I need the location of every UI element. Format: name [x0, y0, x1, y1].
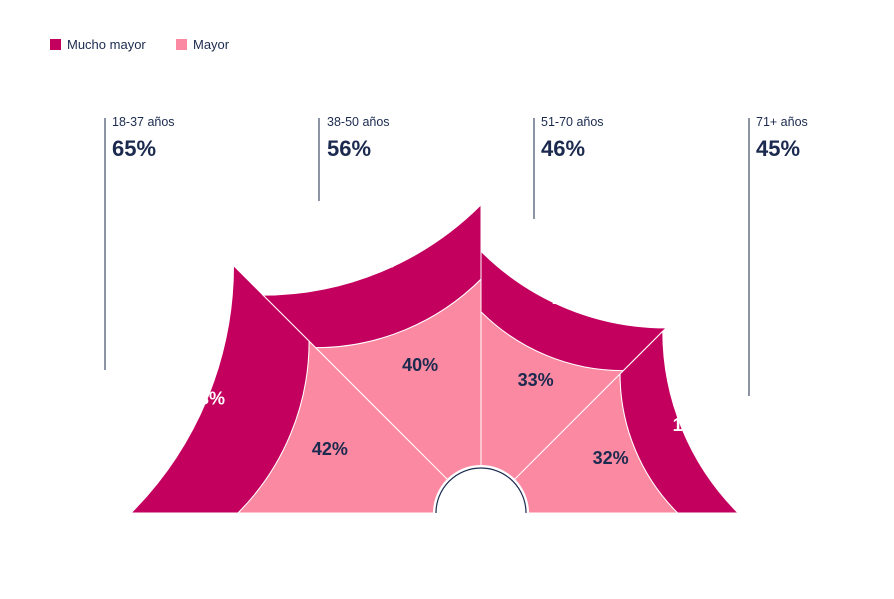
group-label-51-70: 51-70 años — [541, 115, 604, 129]
group-total-51-70: 46% — [541, 136, 585, 161]
label-mucho-mayor-38-50: 16% — [359, 251, 395, 271]
label-mucho-mayor-51-70: 13% — [552, 288, 588, 308]
group-label-18-37: 18-37 años — [112, 115, 175, 129]
group-total-71plus: 45% — [756, 136, 800, 161]
legend-label-mucho-mayor: Mucho mayor — [67, 37, 146, 52]
label-mayor-18-37: 42% — [312, 439, 348, 459]
segment-labels: 42% 23% 40% 16% 33% 13% 32% 13% — [189, 251, 709, 468]
label-mucho-mayor-71plus: 13% — [673, 415, 709, 435]
chart-segments — [129, 203, 740, 514]
group-label-71plus: 71+ años — [756, 115, 808, 129]
group-label-38-50: 38-50 años — [327, 115, 390, 129]
label-mayor-51-70: 33% — [518, 370, 554, 390]
segment-mucho-mayor-18-37 — [129, 264, 310, 514]
segment-mucho-mayor-38-50 — [261, 203, 482, 349]
label-mayor-38-50: 40% — [402, 355, 438, 375]
legend-label-mayor: Mayor — [193, 37, 230, 52]
label-mucho-mayor-18-37: 23% — [189, 388, 225, 408]
group-total-38-50: 56% — [327, 136, 371, 161]
label-mayor-71plus: 32% — [593, 448, 629, 468]
legend-swatch-mayor — [176, 39, 187, 50]
group-total-18-37: 65% — [112, 136, 156, 161]
legend-swatch-mucho-mayor — [50, 39, 61, 50]
legend: Mucho mayor Mayor — [50, 37, 230, 52]
segment-mucho-mayor-51-70 — [480, 250, 668, 372]
baseline-mask — [0, 513, 894, 599]
group-callouts: 18-37 años 65% 38-50 años 56% 51-70 años… — [104, 115, 808, 396]
